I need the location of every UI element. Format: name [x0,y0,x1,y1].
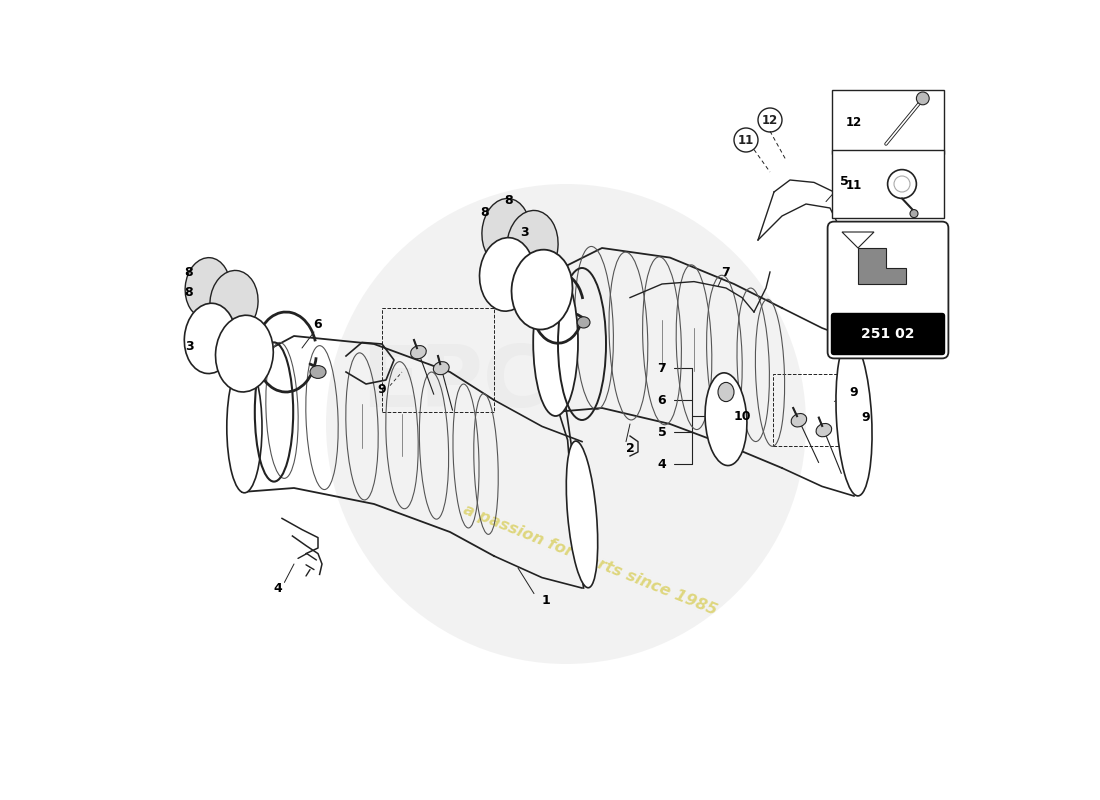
Ellipse shape [512,250,572,330]
Text: 3: 3 [520,226,529,238]
Ellipse shape [578,317,590,328]
Text: 10: 10 [734,410,751,422]
Text: 4: 4 [658,458,667,470]
Ellipse shape [718,382,734,402]
Text: 251 02: 251 02 [861,326,914,341]
Ellipse shape [836,339,872,496]
Text: 9: 9 [377,383,386,396]
Text: 9: 9 [849,386,858,398]
Ellipse shape [185,258,230,318]
Ellipse shape [216,315,273,392]
Ellipse shape [910,210,918,218]
Ellipse shape [816,423,832,437]
Ellipse shape [227,362,262,493]
Ellipse shape [916,92,930,105]
Text: 6: 6 [658,394,667,406]
Text: 4: 4 [274,582,283,594]
Text: a passion for parts since 1985: a passion for parts since 1985 [461,502,719,618]
Text: 7: 7 [658,362,667,374]
Text: 8: 8 [184,266,192,278]
Text: 9: 9 [861,411,870,424]
Ellipse shape [534,269,578,416]
Ellipse shape [310,366,326,378]
Text: 1: 1 [541,594,550,606]
Ellipse shape [480,238,535,311]
Text: 6: 6 [314,318,322,330]
Polygon shape [842,232,874,248]
Circle shape [326,184,806,664]
Ellipse shape [507,210,558,281]
Text: 12: 12 [845,116,861,129]
Text: 8: 8 [480,206,488,218]
Text: 5: 5 [840,175,849,188]
Ellipse shape [894,176,910,192]
FancyBboxPatch shape [832,90,945,154]
Ellipse shape [410,346,427,358]
Text: 2: 2 [626,442,635,454]
Ellipse shape [791,414,806,427]
Text: 3: 3 [186,340,195,353]
Text: EPC: EPC [362,342,547,426]
Ellipse shape [210,270,258,334]
Polygon shape [858,248,906,284]
Text: 11: 11 [738,134,755,146]
Text: 11: 11 [845,179,861,192]
Ellipse shape [482,198,530,266]
Ellipse shape [185,303,235,374]
FancyBboxPatch shape [830,313,945,355]
FancyBboxPatch shape [827,222,948,358]
Ellipse shape [566,441,597,588]
FancyBboxPatch shape [832,150,945,218]
Text: 7: 7 [722,266,730,278]
Text: 12: 12 [762,114,778,126]
Ellipse shape [888,170,916,198]
Ellipse shape [433,362,449,374]
Ellipse shape [705,373,747,466]
Text: 8: 8 [504,194,513,206]
Text: 5: 5 [658,426,667,438]
Text: 8: 8 [184,286,192,298]
